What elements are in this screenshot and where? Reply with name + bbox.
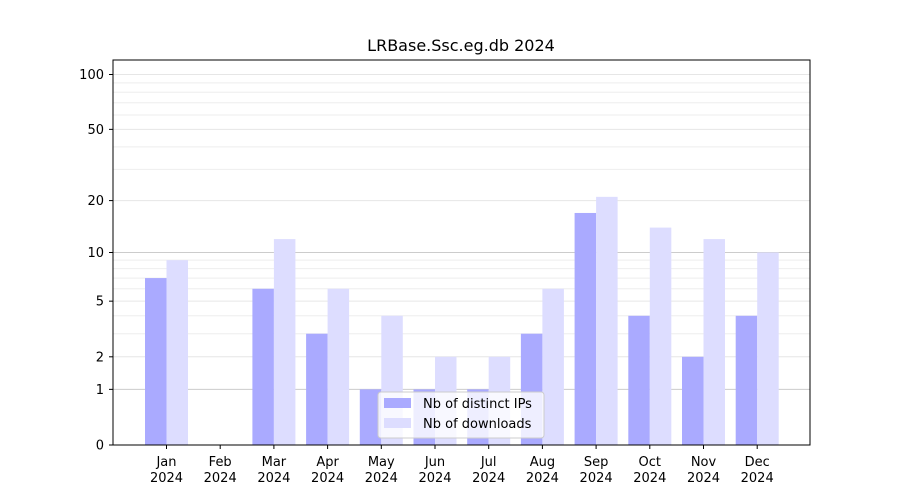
y-tick-label: 10 xyxy=(87,246,104,261)
bar-downloads xyxy=(166,260,188,445)
x-tick-label-month: Jun xyxy=(424,455,445,470)
x-tick-label-month: Feb xyxy=(209,455,232,470)
x-tick-label-month: Oct xyxy=(639,455,661,470)
bar-downloads xyxy=(757,252,779,445)
x-tick-label-year: 2024 xyxy=(204,471,237,486)
bar-downloads xyxy=(703,239,725,445)
y-tick-label: 1 xyxy=(96,383,104,398)
x-tick-label-year: 2024 xyxy=(687,471,720,486)
x-tick-label-month: Apr xyxy=(316,455,339,470)
x-tick-label-month: Jan xyxy=(155,455,176,470)
legend-label: Nb of distinct IPs xyxy=(423,397,532,412)
x-tick-label-month: Jul xyxy=(480,455,497,470)
x-tick-label-year: 2024 xyxy=(633,471,666,486)
y-tick-label: 50 xyxy=(87,123,104,138)
x-tick-label-month: Aug xyxy=(530,455,555,470)
x-tick-label-year: 2024 xyxy=(365,471,398,486)
x-tick-label-year: 2024 xyxy=(472,471,505,486)
bar-distinct-ips xyxy=(359,389,382,445)
legend-swatch xyxy=(384,418,411,428)
legend: Nb of distinct IPs Nb of downloads xyxy=(377,391,545,439)
bar-distinct-ips xyxy=(574,212,597,445)
bar-distinct-ips xyxy=(145,278,167,445)
x-tick-label-month: Dec xyxy=(745,455,770,470)
x-tick-label-year: 2024 xyxy=(526,471,559,486)
bar-distinct-ips xyxy=(628,315,650,445)
x-tick-label-year: 2024 xyxy=(150,471,183,486)
axes-layer: 0125102050100Jan2024Feb2024Mar2024Apr202… xyxy=(79,68,774,486)
y-tick-label: 20 xyxy=(87,194,104,209)
x-tick-label-year: 2024 xyxy=(580,471,613,486)
bar-distinct-ips xyxy=(252,288,274,445)
x-tick-label-month: Sep xyxy=(584,455,609,470)
bar-downloads xyxy=(273,239,296,445)
bar-downloads xyxy=(649,227,672,445)
bar-distinct-ips xyxy=(735,315,758,445)
y-tick-label: 100 xyxy=(79,68,104,83)
y-tick-label: 2 xyxy=(96,350,104,365)
y-tick-label: 5 xyxy=(96,295,104,310)
legend-box xyxy=(377,391,545,439)
bar-downloads xyxy=(596,196,618,445)
bar-distinct-ips xyxy=(306,333,328,445)
bar-distinct-ips xyxy=(682,356,704,445)
x-tick-label-month: Nov xyxy=(691,455,717,470)
x-tick-label-month: Mar xyxy=(262,455,287,470)
x-tick-label-year: 2024 xyxy=(741,471,774,486)
x-tick-label-year: 2024 xyxy=(418,471,451,486)
legend-swatch xyxy=(384,398,411,408)
bar-downloads xyxy=(542,288,564,445)
legend-label: Nb of downloads xyxy=(423,417,532,432)
x-tick-label-year: 2024 xyxy=(257,471,290,486)
chart-title: LRBase.Ssc.eg.db 2024 xyxy=(367,36,555,55)
x-tick-label-month: May xyxy=(368,455,395,470)
y-tick-label: 0 xyxy=(96,439,104,454)
x-tick-label-year: 2024 xyxy=(311,471,344,486)
bar-downloads xyxy=(327,288,350,445)
